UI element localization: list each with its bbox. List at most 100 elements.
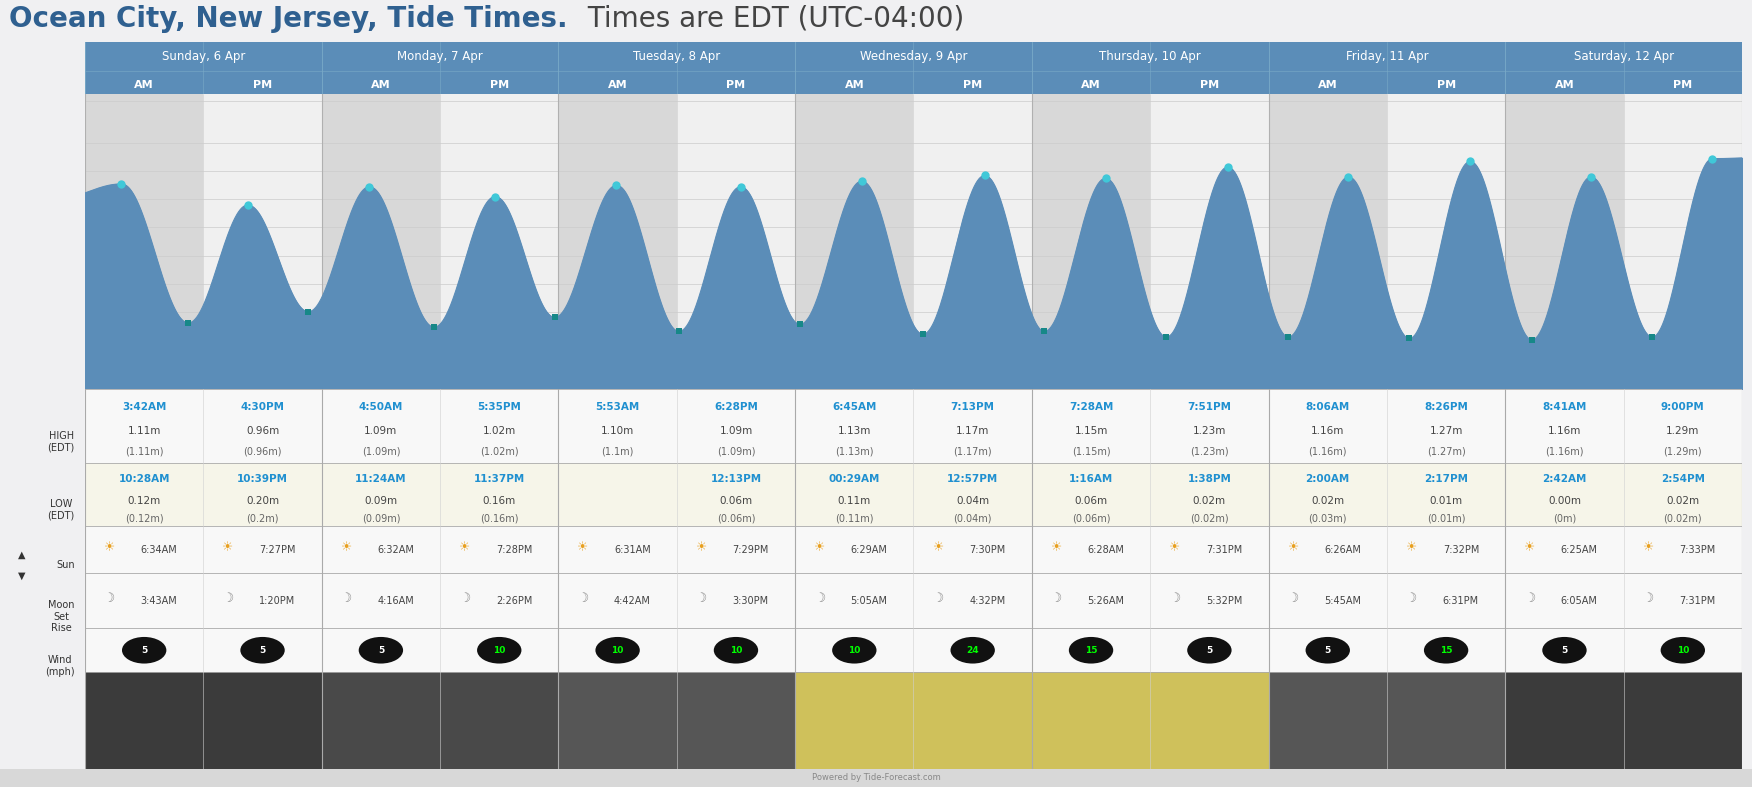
Text: PM: PM: [491, 79, 508, 90]
Text: Thursday, 10 Apr: Thursday, 10 Apr: [1099, 50, 1202, 62]
Text: HIGH
(EDT): HIGH (EDT): [47, 431, 75, 453]
Text: ☀: ☀: [815, 541, 825, 554]
Text: Friday, 11 Apr: Friday, 11 Apr: [1346, 50, 1428, 62]
Text: ☽: ☽: [1405, 593, 1417, 605]
Text: 5: 5: [259, 646, 266, 655]
Text: 2.6ft(0.8m): 2.6ft(0.8m): [21, 223, 81, 232]
Text: 5:26AM: 5:26AM: [1088, 596, 1125, 606]
Text: (0.02m): (0.02m): [1190, 513, 1228, 523]
Bar: [676, 94, 795, 389]
Ellipse shape: [240, 637, 286, 663]
Text: ☀: ☀: [1051, 541, 1062, 554]
Text: 10: 10: [1677, 646, 1689, 655]
Text: 6:28AM: 6:28AM: [1088, 545, 1125, 555]
Text: 7:51PM: 7:51PM: [1188, 401, 1232, 412]
Text: 4.7ft(1.4m): 4.7ft(1.4m): [21, 139, 81, 148]
Text: (0.2m): (0.2m): [247, 513, 279, 523]
Text: 1.9ft(0.6m): 1.9ft(0.6m): [21, 250, 81, 260]
Text: 9:00PM: 9:00PM: [1661, 401, 1705, 412]
Text: Sun: Sun: [56, 560, 75, 571]
Text: ☀: ☀: [696, 541, 708, 554]
Text: (0.04m): (0.04m): [953, 513, 992, 523]
Text: 0.06m: 0.06m: [1074, 496, 1107, 506]
Text: ☀: ☀: [1643, 541, 1654, 554]
Text: 10: 10: [492, 646, 505, 655]
Text: (0.96m): (0.96m): [244, 446, 282, 456]
Bar: [322, 94, 440, 389]
Text: 1.27m: 1.27m: [1430, 426, 1463, 436]
Text: 1.23m: 1.23m: [1193, 426, 1226, 436]
Text: (1.17m): (1.17m): [953, 446, 992, 456]
Text: AM: AM: [371, 79, 391, 90]
Bar: [322, 463, 559, 526]
Text: 5: 5: [142, 646, 147, 655]
Text: ▲: ▲: [18, 550, 25, 560]
Text: ☀: ☀: [459, 541, 470, 554]
Ellipse shape: [596, 637, 639, 663]
Text: (1.13m): (1.13m): [836, 446, 874, 456]
Text: Moon
Set
Rise: Moon Set Rise: [49, 600, 75, 634]
Bar: [559, 94, 676, 389]
Text: 0.02m: 0.02m: [1193, 496, 1226, 506]
Text: 7:28AM: 7:28AM: [1069, 401, 1113, 412]
Text: (0.03m): (0.03m): [1309, 513, 1347, 523]
Text: 11:37PM: 11:37PM: [473, 475, 526, 485]
Bar: [1505, 463, 1741, 526]
Text: 5: 5: [1325, 646, 1332, 655]
Text: 7:13PM: 7:13PM: [951, 401, 995, 412]
Text: 7:32PM: 7:32PM: [1442, 545, 1479, 555]
Text: ☽: ☽: [815, 593, 825, 605]
Ellipse shape: [1188, 637, 1232, 663]
Text: 24: 24: [967, 646, 979, 655]
Text: 6:45AM: 6:45AM: [832, 401, 876, 412]
Text: (1.09m): (1.09m): [717, 446, 755, 456]
Text: 4:42AM: 4:42AM: [613, 596, 650, 606]
Bar: [440, 94, 559, 389]
Bar: [795, 463, 1032, 526]
Text: ☀: ☀: [103, 541, 116, 554]
Text: (0.09m): (0.09m): [361, 513, 399, 523]
Text: 3.3ft(1m): 3.3ft(1m): [32, 194, 81, 205]
Bar: [559, 672, 795, 769]
Text: 5: 5: [1561, 646, 1568, 655]
Text: ☀: ☀: [1405, 541, 1417, 554]
Text: 5: 5: [378, 646, 384, 655]
Text: Tuesday, 8 Apr: Tuesday, 8 Apr: [632, 50, 720, 62]
Text: ☀: ☀: [340, 541, 352, 554]
Text: AM: AM: [1081, 79, 1100, 90]
Text: 00:29AM: 00:29AM: [829, 475, 880, 485]
Text: Times are EDT (UTC-04:00): Times are EDT (UTC-04:00): [578, 5, 964, 33]
Text: 8:26PM: 8:26PM: [1424, 401, 1468, 412]
Text: ☽: ☽: [1051, 593, 1062, 605]
Text: 6:32AM: 6:32AM: [377, 545, 413, 555]
Text: Sunday, 6 Apr: Sunday, 6 Apr: [161, 50, 245, 62]
Text: ▼: ▼: [18, 571, 25, 581]
Text: ☀: ☀: [223, 541, 233, 554]
Text: (1.23m): (1.23m): [1190, 446, 1228, 456]
Text: ☽: ☽: [223, 593, 233, 605]
Text: 6:25AM: 6:25AM: [1561, 545, 1598, 555]
Text: 5:35PM: 5:35PM: [477, 401, 520, 412]
Text: -0.1ft(0m): -0.1ft(0m): [28, 334, 81, 345]
Text: 4:30PM: 4:30PM: [240, 401, 284, 412]
Text: 1:16AM: 1:16AM: [1069, 475, 1113, 485]
Text: AM: AM: [1318, 79, 1337, 90]
Text: (0m): (0m): [1552, 513, 1577, 523]
Bar: [913, 94, 1032, 389]
Text: 0.20m: 0.20m: [245, 496, 279, 506]
Text: Monday, 7 Apr: Monday, 7 Apr: [398, 50, 484, 62]
Text: 0.02m: 0.02m: [1310, 496, 1344, 506]
Text: PM: PM: [1200, 79, 1219, 90]
Text: 0.02m: 0.02m: [1666, 496, 1699, 506]
Text: ☽: ☽: [459, 593, 470, 605]
Text: 1.10m: 1.10m: [601, 426, 634, 436]
Text: 2:17PM: 2:17PM: [1424, 475, 1468, 485]
Text: 8:41AM: 8:41AM: [1542, 401, 1587, 412]
Text: 0.16m: 0.16m: [482, 496, 515, 506]
Text: 7:29PM: 7:29PM: [732, 545, 769, 555]
Text: AM: AM: [1554, 79, 1575, 90]
Bar: [1624, 94, 1741, 389]
Text: 3:30PM: 3:30PM: [732, 596, 769, 606]
Text: 1.16m: 1.16m: [1310, 426, 1344, 436]
Text: (1.11m): (1.11m): [124, 446, 163, 456]
